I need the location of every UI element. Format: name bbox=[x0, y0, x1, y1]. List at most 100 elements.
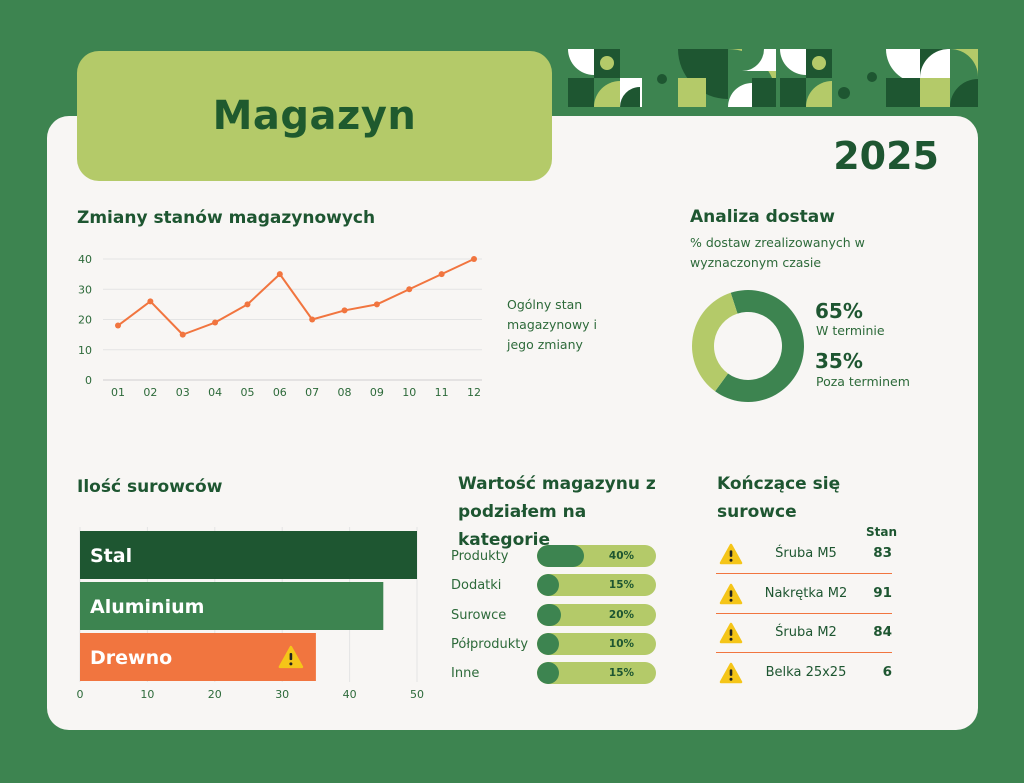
category-pct: 10% bbox=[608, 638, 635, 650]
x-tick-label: 07 bbox=[305, 386, 319, 399]
material-stock: 91 bbox=[873, 585, 892, 601]
material-stock: 83 bbox=[873, 545, 892, 561]
category-label: Surowce bbox=[451, 607, 507, 623]
on-time-label: W terminie bbox=[816, 323, 885, 338]
material-name: Śruba M5 bbox=[775, 545, 837, 561]
category-track: 40% bbox=[537, 545, 656, 567]
material-row: Belka 25x25 6 bbox=[716, 657, 892, 687]
bar bbox=[80, 531, 417, 579]
category-row: Inne 15% bbox=[451, 662, 661, 684]
line-chart-note: Ogólny stan magazynowy i jego zmiany bbox=[507, 297, 598, 352]
on-time-pct: 65% bbox=[815, 299, 863, 323]
material-name: Śruba M2 bbox=[775, 624, 837, 640]
material-row: Śruba M2 84 bbox=[716, 617, 892, 647]
x-tick-label: 01 bbox=[111, 386, 125, 399]
value-title: Wartość magazynu z podziałem na kategori… bbox=[458, 474, 656, 550]
data-point bbox=[115, 322, 121, 329]
warning-icon bbox=[719, 622, 743, 644]
category-fill bbox=[537, 633, 559, 655]
bar bbox=[80, 633, 316, 681]
pattern-block-3 bbox=[780, 49, 862, 107]
category-pct: 20% bbox=[608, 609, 635, 621]
bar bbox=[80, 582, 384, 630]
line-chart-title: Zmiany stanów magazynowych bbox=[77, 208, 376, 228]
category-pct: 15% bbox=[608, 579, 635, 591]
materials-bar-chart: 0 10 20 30 40 50 Stal Aluminium Drewno bbox=[77, 527, 424, 701]
category-fill bbox=[537, 574, 559, 596]
data-point bbox=[212, 319, 219, 326]
warning-icon bbox=[719, 583, 743, 605]
y-tick-label: 30 bbox=[78, 283, 92, 296]
material-row: Śruba M5 83 bbox=[716, 538, 892, 568]
ending-column-header: Stan bbox=[866, 525, 898, 539]
category-fill bbox=[537, 604, 561, 626]
data-point bbox=[244, 301, 251, 308]
x-tick-label: 12 bbox=[467, 386, 481, 399]
x-tick-label: 08 bbox=[338, 386, 352, 399]
category-row: Surowce 20% bbox=[451, 604, 661, 626]
x-tick-label: 50 bbox=[410, 688, 424, 701]
warning-icon bbox=[719, 543, 743, 565]
material-row: Nakrętka M2 91 bbox=[716, 578, 892, 608]
data-point bbox=[147, 298, 154, 305]
data-point bbox=[373, 301, 380, 308]
row-divider bbox=[716, 573, 892, 574]
delivery-subtitle: % dostaw zrealizowanych w wyznaczonym cz… bbox=[690, 235, 865, 270]
warning-icon bbox=[719, 622, 743, 644]
pattern-block-2 bbox=[652, 49, 776, 107]
data-point bbox=[309, 316, 316, 323]
warning-icon bbox=[719, 662, 743, 684]
line-chart: 0 10 20 30 40 01 02 03 04 05 06 07 08 09 10 11 12 bbox=[78, 253, 482, 399]
category-track: 15% bbox=[537, 662, 656, 684]
pattern-block-4 bbox=[864, 49, 978, 107]
material-stock: 6 bbox=[882, 664, 892, 680]
donut-chart bbox=[692, 290, 804, 402]
warning-icon bbox=[719, 583, 743, 605]
x-tick-label: 30 bbox=[275, 688, 289, 701]
data-point bbox=[438, 271, 445, 278]
material-name: Nakrętka M2 bbox=[764, 585, 848, 601]
bar-label: Drewno bbox=[90, 647, 172, 669]
category-pct: 15% bbox=[608, 667, 635, 679]
warning-icon bbox=[719, 543, 743, 565]
data-point bbox=[341, 307, 348, 314]
title-banner: Magazyn bbox=[77, 51, 552, 181]
y-tick-label: 10 bbox=[78, 344, 92, 357]
material-name: Belka 25x25 bbox=[765, 664, 847, 680]
x-tick-label: 02 bbox=[143, 386, 157, 399]
pattern-block-1 bbox=[568, 49, 642, 107]
x-tick-label: 11 bbox=[435, 386, 449, 399]
material-stock: 84 bbox=[873, 624, 892, 640]
category-label: Inne bbox=[451, 665, 480, 681]
bar-label: Stal bbox=[90, 545, 132, 567]
x-tick-label: 40 bbox=[343, 688, 357, 701]
category-label: Produkty bbox=[451, 548, 509, 564]
x-tick-label: 09 bbox=[370, 386, 384, 399]
page-title: Magazyn bbox=[212, 93, 417, 139]
delivery-title: Analiza dostaw bbox=[690, 207, 835, 227]
late-label: Poza terminem bbox=[816, 374, 910, 389]
x-tick-label: 04 bbox=[208, 386, 222, 399]
category-fill bbox=[537, 662, 559, 684]
y-tick-label: 20 bbox=[78, 314, 92, 327]
data-point bbox=[406, 286, 413, 293]
category-label: Dodatki bbox=[451, 577, 502, 593]
bar-label: Aluminium bbox=[90, 596, 204, 618]
bar-warning-icon bbox=[278, 645, 304, 669]
category-fill bbox=[537, 545, 584, 567]
category-track: 15% bbox=[537, 574, 656, 596]
row-divider bbox=[716, 613, 892, 614]
category-row: Dodatki 15% bbox=[451, 574, 661, 596]
x-tick-label: 06 bbox=[273, 386, 287, 399]
materials-title: Ilość surowców bbox=[77, 477, 223, 497]
row-divider bbox=[716, 652, 892, 653]
x-tick-label: 10 bbox=[140, 688, 154, 701]
donut-slice bbox=[715, 290, 804, 402]
data-point bbox=[471, 256, 477, 262]
category-pct: 40% bbox=[608, 550, 635, 562]
data-point bbox=[179, 331, 186, 338]
y-tick-label: 40 bbox=[78, 253, 92, 266]
x-tick-label: 0 bbox=[77, 688, 84, 701]
decorative-pattern bbox=[568, 49, 978, 107]
x-tick-label: 10 bbox=[402, 386, 416, 399]
